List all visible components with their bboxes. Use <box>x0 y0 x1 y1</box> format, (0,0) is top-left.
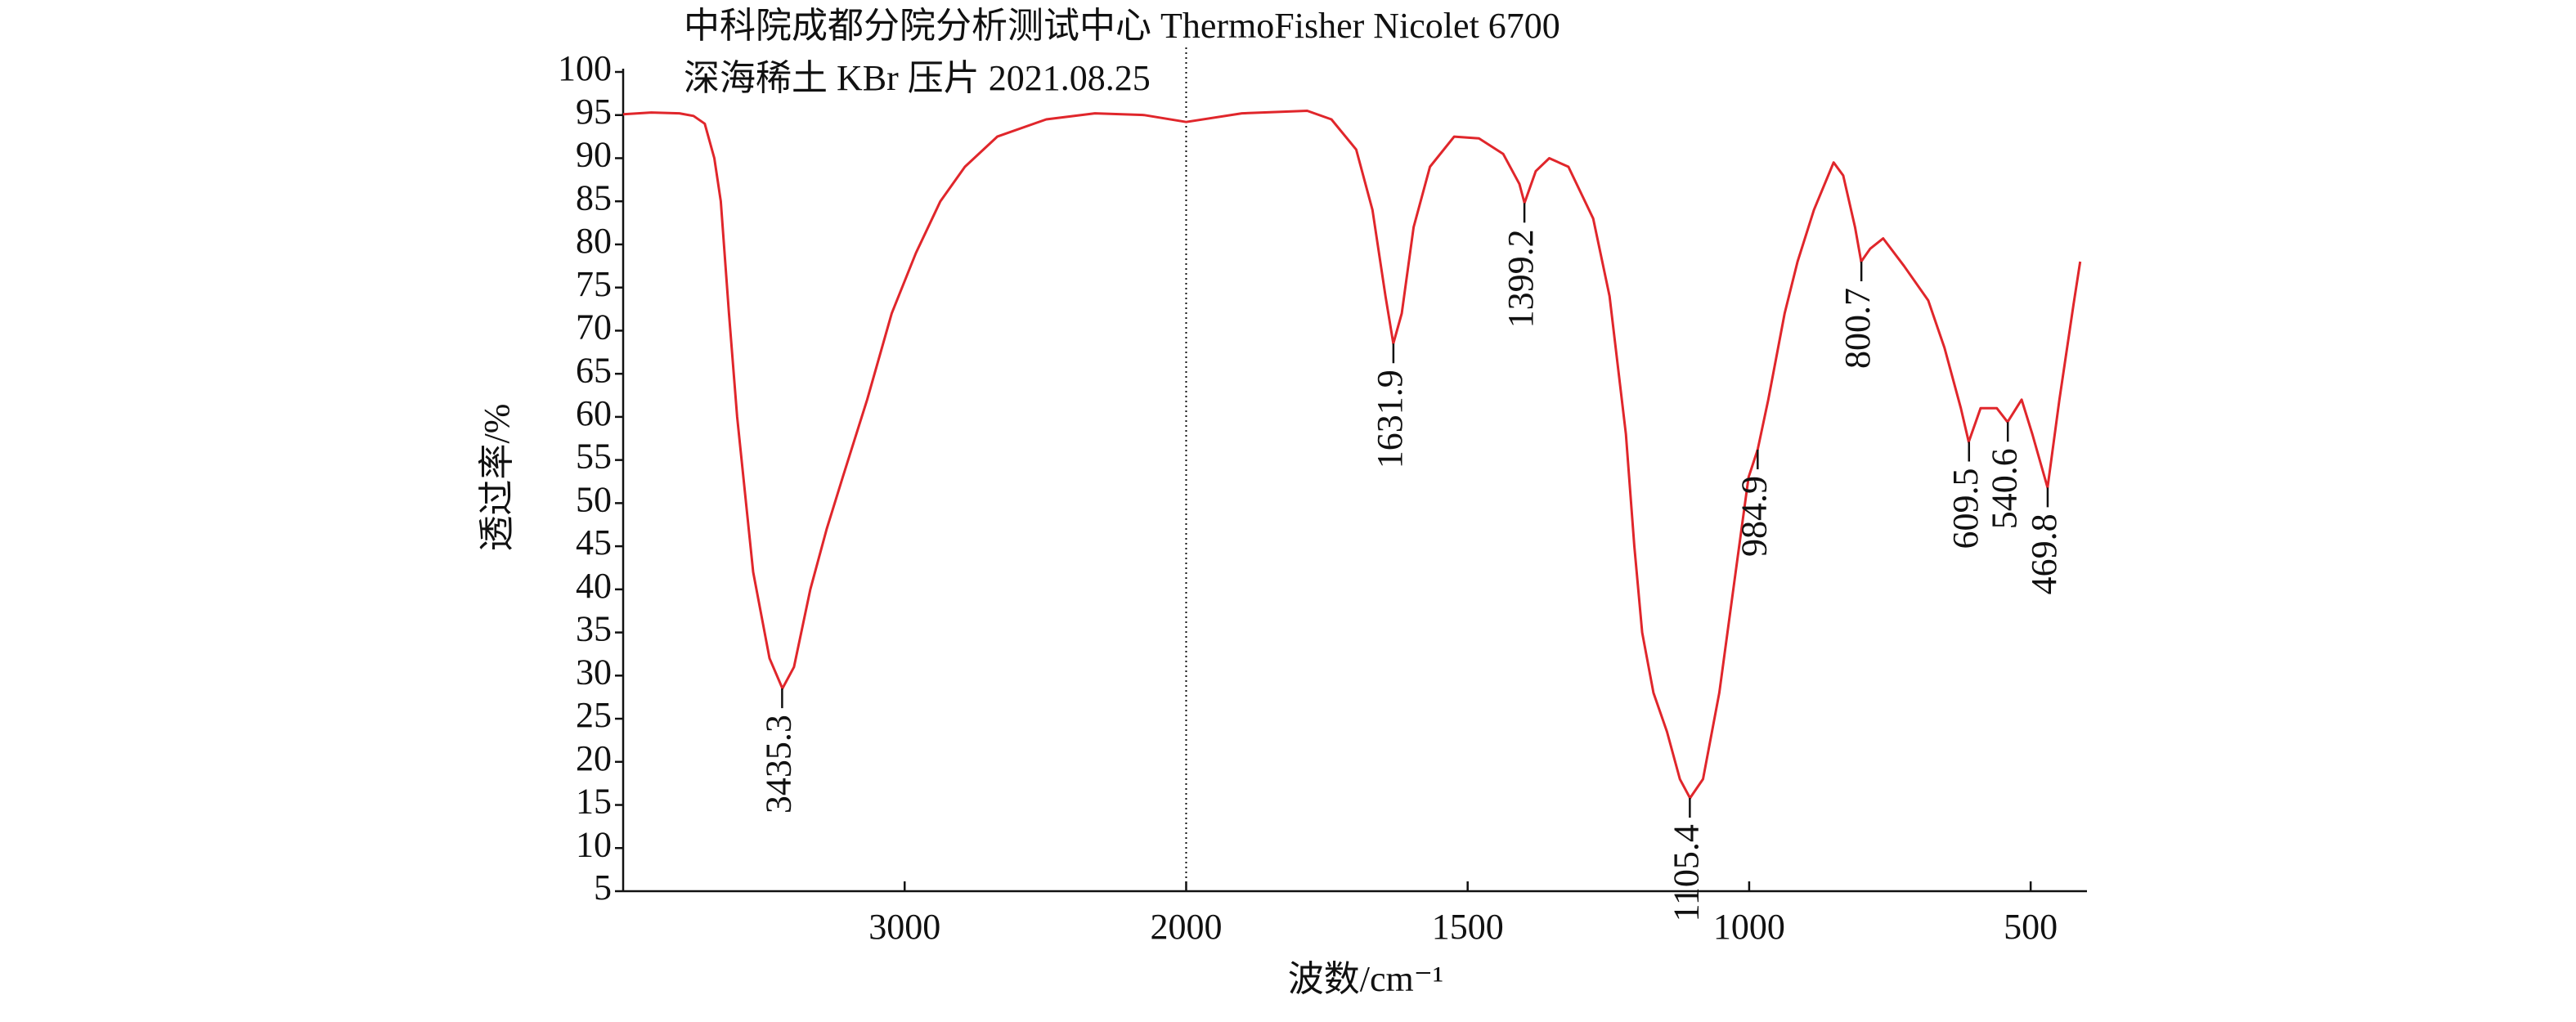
chart-title: 中科院成都分院分析测试中心 ThermoFisher Nicolet 6700 <box>684 6 1560 46</box>
chart-subtitle: 深海稀土 KBr 压片 2021.08.25 <box>684 58 1151 98</box>
y-tick-label: 100 <box>558 48 612 88</box>
y-tick-label: 15 <box>576 782 612 822</box>
x-tick-label: 500 <box>2004 907 2058 947</box>
x-tick-label: 1000 <box>1713 907 1785 947</box>
peak-label: 609.5 <box>1945 468 1986 549</box>
y-tick-label: 10 <box>576 824 612 864</box>
y-tick-label: 30 <box>576 652 612 692</box>
x-axis-label: 波数/cm⁻¹ <box>1288 959 1443 999</box>
spectrum-line <box>622 110 2082 800</box>
y-tick-label: 25 <box>576 695 612 735</box>
y-tick-label: 75 <box>576 264 612 304</box>
peak-label: 984.9 <box>1734 476 1774 557</box>
y-tick-label: 35 <box>576 609 612 649</box>
x-tick-label: 1500 <box>1432 907 1504 947</box>
y-tick-label: 70 <box>576 307 612 347</box>
y-tick-label: 20 <box>576 738 612 778</box>
y-tick-label: 90 <box>576 135 612 175</box>
peak-label: 800.7 <box>1838 288 1878 369</box>
peak-label: 1105.4 <box>1666 824 1706 921</box>
peak-label: 1399.2 <box>1501 229 1541 328</box>
y-axis-label: 透过率/% <box>477 404 517 552</box>
x-tick-label: 3000 <box>868 907 940 947</box>
peak-label: 3435.3 <box>758 715 798 814</box>
y-tick-label: 65 <box>576 350 612 390</box>
peak-label: 540.6 <box>1984 448 2024 529</box>
y-tick-label: 5 <box>594 867 612 908</box>
y-tick-label: 95 <box>576 92 612 132</box>
x-tick-label: 2000 <box>1150 907 1222 947</box>
y-tick-label: 85 <box>576 177 612 217</box>
y-tick-label: 80 <box>576 221 612 261</box>
y-tick-label: 45 <box>576 522 612 563</box>
peak-label: 1631.9 <box>1370 370 1410 468</box>
peak-label: 469.8 <box>2024 513 2064 594</box>
y-tick-label: 50 <box>576 479 612 519</box>
y-tick-label: 60 <box>576 393 612 433</box>
y-tick-label: 40 <box>576 566 612 606</box>
y-tick-label: 55 <box>576 437 612 477</box>
